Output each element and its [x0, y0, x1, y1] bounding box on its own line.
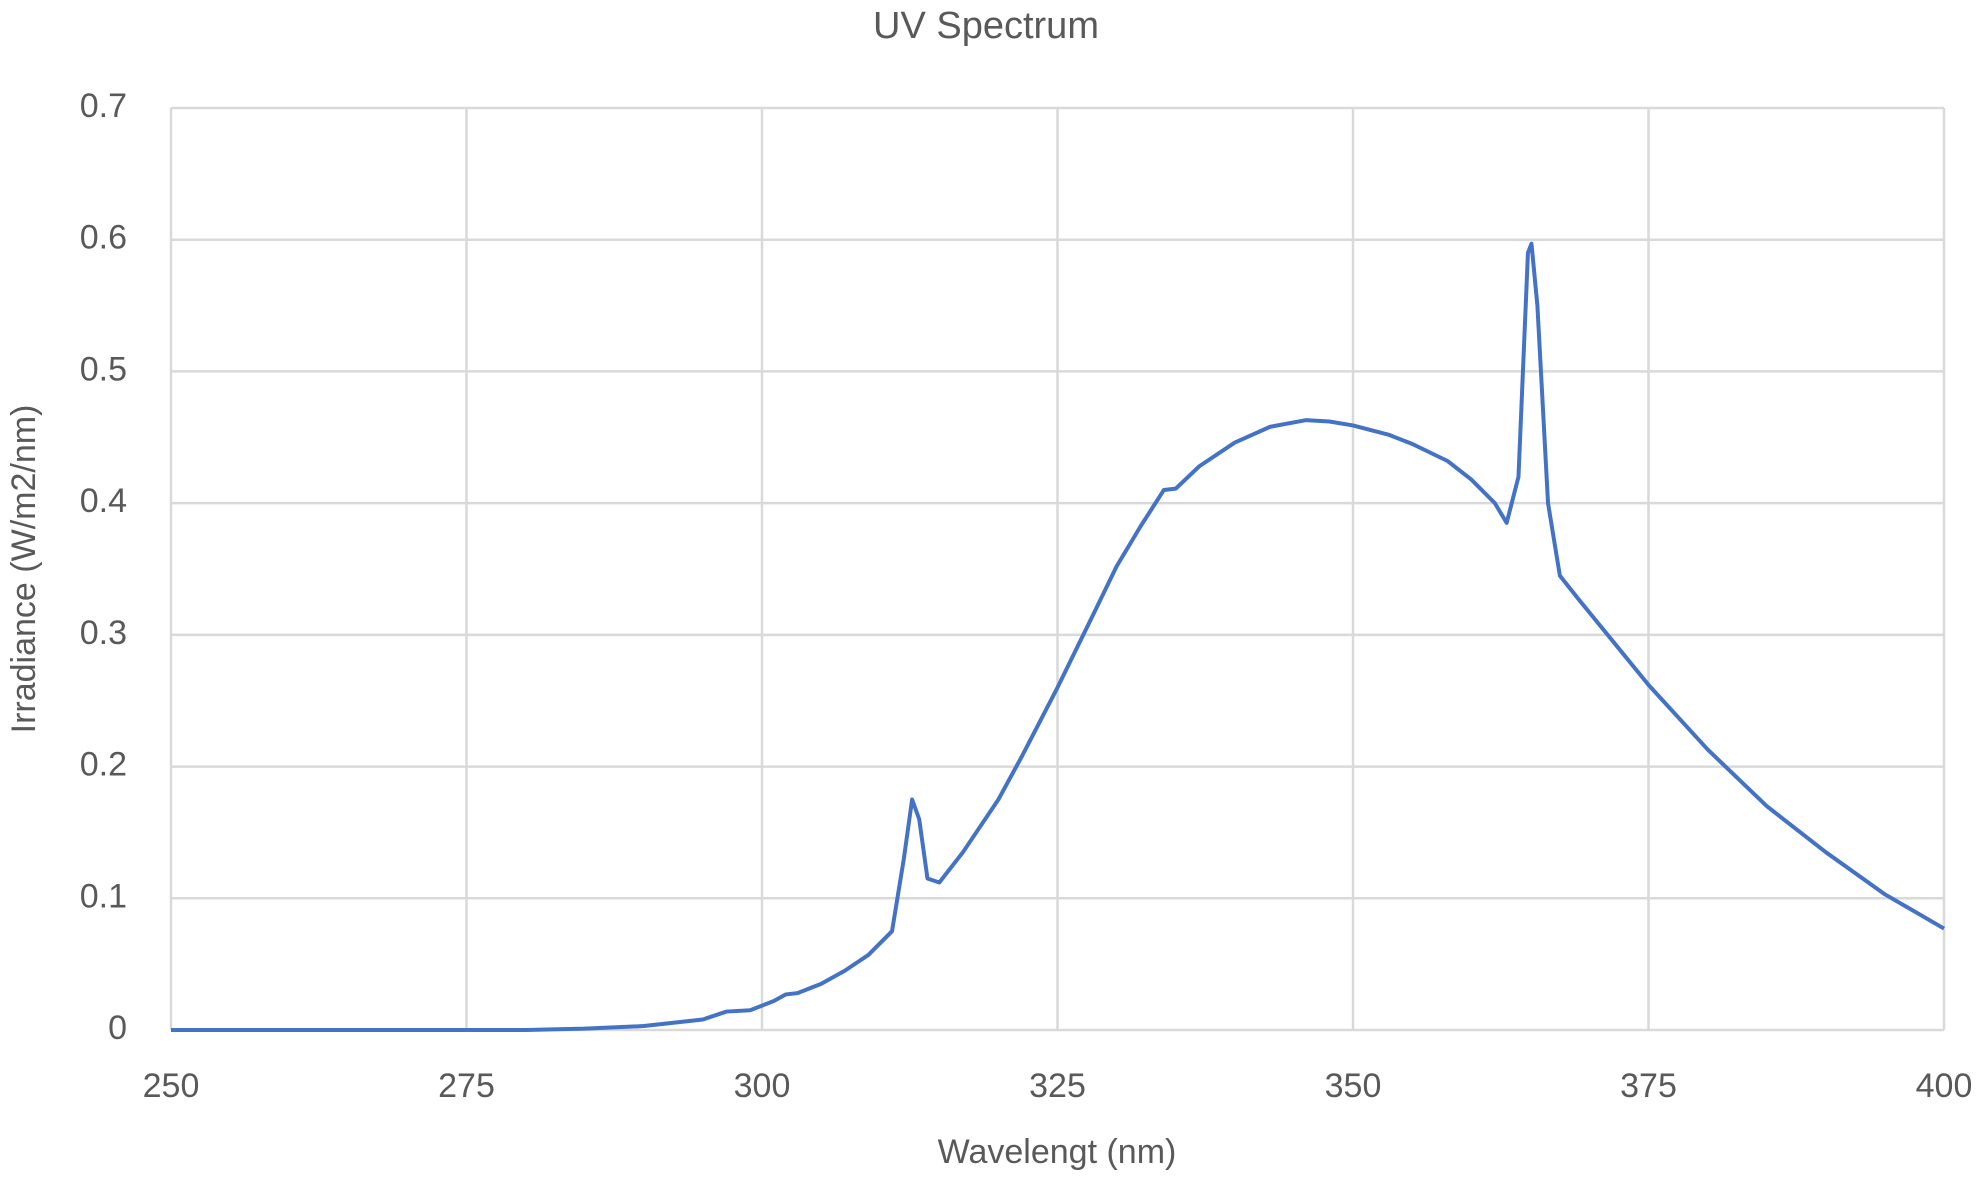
- x-tick-label: 275: [438, 1067, 495, 1105]
- y-tick-label: 0.2: [80, 746, 127, 784]
- x-tick-label: 375: [1620, 1067, 1677, 1105]
- y-axis-title: Irradiance (W/m2/nm): [5, 405, 43, 734]
- chart-title: UV Spectrum: [873, 5, 1099, 47]
- y-tick-label: 0.6: [80, 219, 127, 257]
- y-tick-label: 0: [108, 1009, 127, 1047]
- x-tick-label: 300: [734, 1067, 791, 1105]
- x-tick-label: 325: [1029, 1067, 1086, 1105]
- y-tick-label: 0.4: [80, 482, 127, 520]
- x-axis-title: Wavelengt (nm): [938, 1133, 1177, 1171]
- x-tick-label: 250: [143, 1067, 200, 1105]
- y-tick-label: 0.7: [80, 87, 127, 125]
- x-tick-label: 400: [1916, 1067, 1973, 1105]
- x-tick-label: 350: [1325, 1067, 1382, 1105]
- y-tick-label: 0.3: [80, 614, 127, 652]
- y-tick-label: 0.1: [80, 877, 127, 915]
- data-line: [171, 241, 1946, 1032]
- y-tick-label: 0.5: [80, 350, 127, 388]
